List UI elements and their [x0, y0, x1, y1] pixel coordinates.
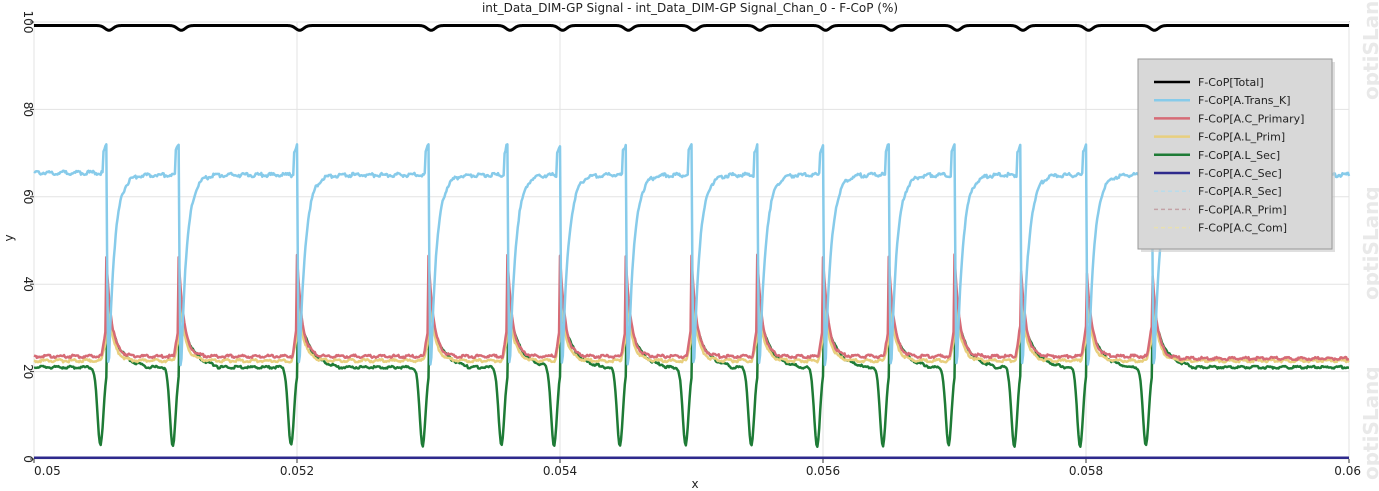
y-tick-label: 20 — [21, 364, 35, 379]
y-axis-label: y — [2, 234, 16, 241]
legend-entry-label: F-CoP[A.L_Prim] — [1198, 131, 1285, 144]
series-line-f-cop-total- — [33, 24, 1350, 32]
watermark-text: optiSLang — [1359, 366, 1379, 480]
legend-entry-label: F-CoP[A.R_Sec] — [1198, 185, 1282, 198]
x-axis-label: x — [691, 477, 698, 491]
x-tick-label: 0.06 — [1334, 464, 1361, 478]
legend-entry-label: F-CoP[A.C_Sec] — [1198, 167, 1282, 180]
axis-ticks: 0.05 0.052 0.054 0.056 0.058 0.06 0 20 40 60 80 100 — [21, 11, 1361, 478]
legend-entry-label: F-CoP[A.C_Com] — [1198, 222, 1287, 235]
x-tick-label: 0.05 — [34, 464, 61, 478]
x-tick-label: 0.052 — [280, 464, 314, 478]
x-tick-label: 0.058 — [1069, 464, 1103, 478]
y-tick-label: 100 — [21, 11, 35, 34]
legend-entry-label: F-CoP[A.L_Sec] — [1198, 149, 1280, 162]
x-tick-label: 0.054 — [543, 464, 577, 478]
y-tick-label: 80 — [21, 102, 35, 117]
y-tick-label: 0 — [21, 455, 35, 463]
y-tick-label: 40 — [21, 277, 35, 292]
legend-entry-label: F-CoP[A.R_Prim] — [1198, 203, 1287, 216]
legend-entry-label: F-CoP[A.Trans_K] — [1198, 94, 1291, 107]
series-line-f-cop-a-trans-k- — [33, 143, 1351, 367]
watermark-text: optiSLang — [1359, 186, 1379, 300]
watermark-text: optiSLang — [1359, 0, 1379, 100]
series-line-f-cop-a-l-sec- — [33, 310, 1350, 448]
series-lines — [33, 24, 1351, 459]
chart-title: int_Data_DIM-GP Signal - int_Data_DIM-GP… — [482, 1, 898, 15]
legend-entry-label: F-CoP[A.C_Primary] — [1198, 112, 1304, 125]
x-tick-label: 0.056 — [806, 464, 840, 478]
legend: F-CoP[Total] F-CoP[A.Trans_K] F-CoP[A.C_Pr… — [1137, 58, 1335, 252]
y-tick-label: 60 — [21, 189, 35, 204]
legend-entry-label: F-CoP[Total] — [1198, 76, 1264, 89]
